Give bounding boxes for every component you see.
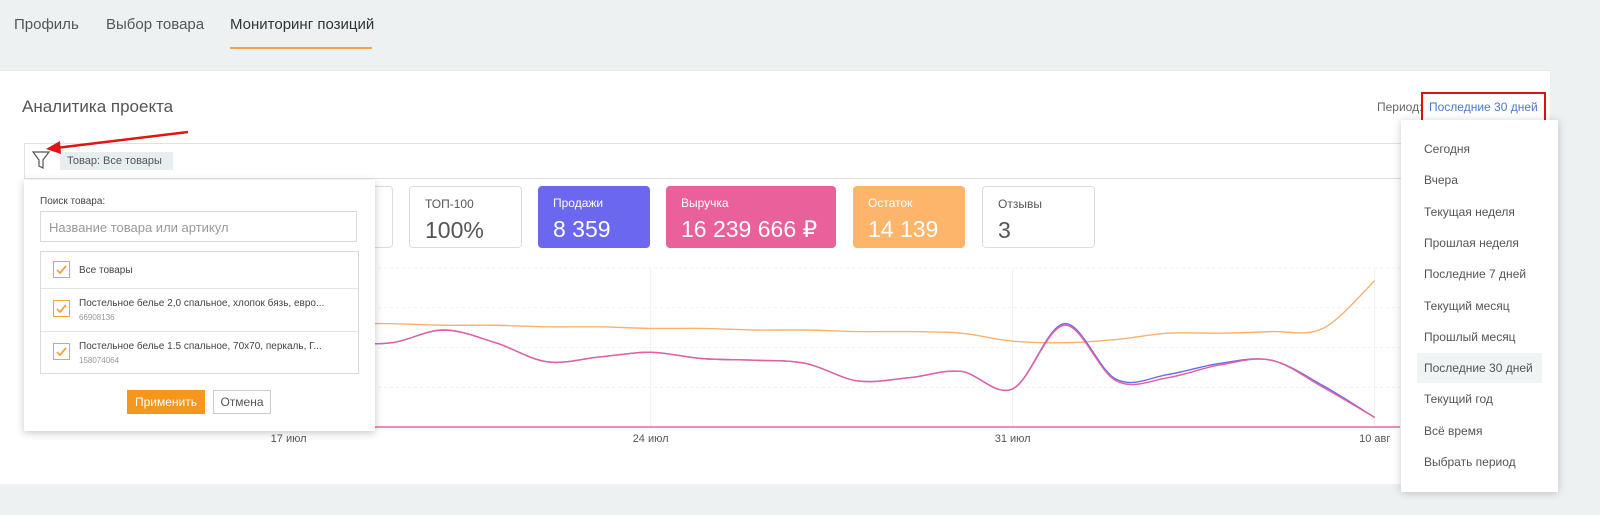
period-option[interactable]: Текущий год — [1424, 392, 1493, 407]
product-title: Постельное белье 1.5 спальное, 70x70, пе… — [79, 341, 322, 352]
product-list: Все товары Постельное белье 2,0 спальное… — [40, 251, 359, 374]
product-filter-popup: Поиск товара: Название товара или артику… — [24, 180, 375, 431]
stat-label: ТОП-100 — [425, 197, 474, 211]
annotation-arrow — [46, 130, 189, 154]
period-option[interactable]: Прошлый месяц — [1424, 329, 1516, 344]
stat-value: 8 359 — [553, 216, 611, 242]
tab[interactable]: Выбор товара — [106, 16, 205, 33]
period-menu: Сегодня Вчера Текущая неделя Прошлая неделя… — [1401, 120, 1558, 492]
search-label: Поиск товара: — [40, 196, 106, 207]
period-option[interactable]: Текущая неделя — [1424, 204, 1515, 219]
stat-card: Остаток 14 139 — [853, 186, 965, 248]
stat-value: 16 239 666 ₽ — [681, 216, 818, 242]
stat-card: ТОП-100 100% — [409, 186, 522, 248]
stat-value: 14 139 — [868, 216, 939, 242]
product-row[interactable]: Все товары — [41, 252, 358, 289]
filter-bar[interactable] — [24, 143, 1411, 179]
title: Аналитика проекта — [22, 97, 174, 116]
period-label: Период: — [1377, 100, 1423, 114]
stat-card: Продажи 8 359 — [538, 186, 650, 248]
product-sku: 158074064 — [79, 356, 120, 365]
stat-value: 100% — [425, 217, 484, 243]
x-tick-label: 31 июл — [995, 433, 1031, 445]
tab-active[interactable]: Мониторинг позиций — [230, 16, 375, 33]
period-option[interactable]: Сегодня — [1424, 142, 1470, 156]
period-option[interactable]: Прошлая неделя — [1424, 235, 1519, 250]
checkbox[interactable] — [53, 300, 70, 317]
product-row[interactable]: Постельное белье 2,0 спальное, хлопок бя… — [41, 289, 358, 332]
product-title: Постельное белье 2,0 спальное, хлопок бя… — [79, 298, 325, 309]
stat-value: 3 — [998, 217, 1011, 243]
x-tick-label: 10 авг — [1359, 433, 1390, 445]
filter-icon[interactable] — [32, 150, 50, 170]
period-option[interactable]: Последние 30 дней — [1417, 353, 1542, 384]
period-option[interactable]: Всё время — [1424, 423, 1483, 438]
stat-label: Продажи — [553, 196, 604, 210]
stat-card: Отзывы 3 — [982, 186, 1095, 248]
stat-label: Остаток — [868, 196, 913, 210]
product-sku: 66908136 — [79, 313, 115, 322]
checkbox[interactable] — [53, 343, 70, 360]
stat-label: Выручка — [681, 196, 729, 210]
period-option[interactable]: Текущий месяц — [1424, 298, 1510, 313]
x-tick-label: 24 июл — [633, 433, 669, 445]
period-option[interactable]: Последние 7 дней — [1424, 267, 1527, 282]
tab[interactable]: Профиль — [14, 16, 79, 33]
x-tick-label: 17 июл — [271, 433, 307, 445]
search-input[interactable]: Название товара или артикул — [40, 211, 357, 242]
tab-underline — [230, 47, 372, 49]
cancel-button[interactable]: Отмена — [213, 390, 271, 414]
period-option[interactable]: Выбрать период — [1424, 455, 1516, 469]
stat-card: Выручка 16 239 666 ₽ — [666, 186, 836, 248]
footer-strip — [0, 500, 1550, 515]
apply-button[interactable]: Применить — [127, 390, 205, 414]
product-title: Все товары — [79, 265, 133, 276]
stat-label: Отзывы — [998, 197, 1042, 211]
period-option[interactable]: Вчера — [1424, 173, 1458, 188]
checkbox[interactable] — [53, 261, 70, 278]
product-row[interactable]: Постельное белье 1.5 спальное, 70x70, пе… — [41, 332, 358, 373]
filter-tag[interactable]: Товар: Все товары — [60, 152, 173, 170]
